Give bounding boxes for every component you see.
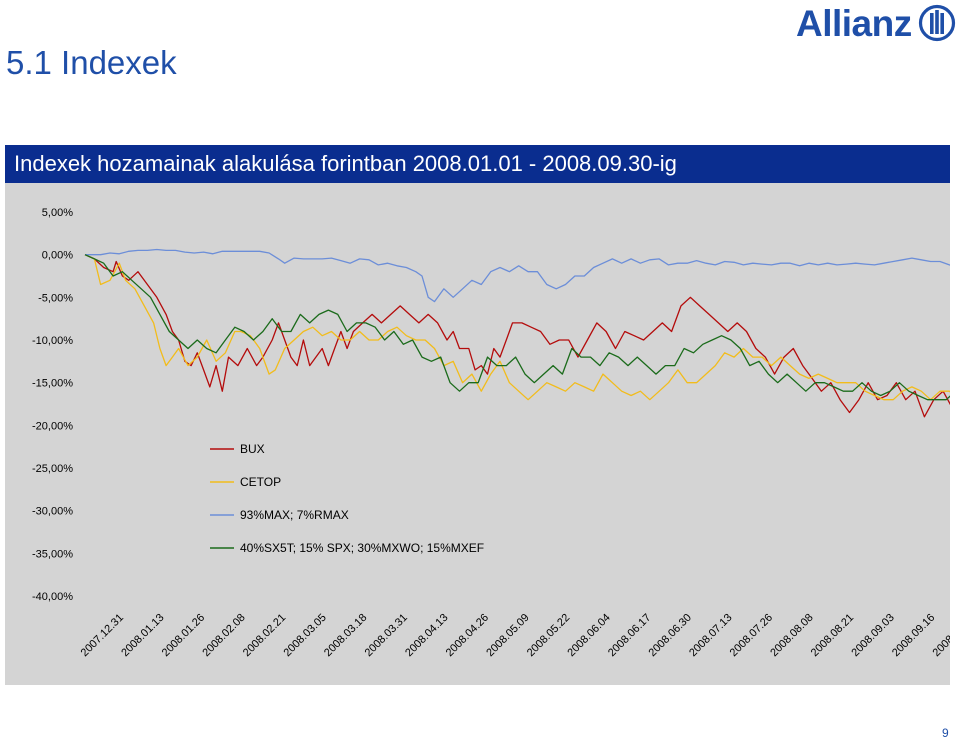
series-line-1 (84, 254, 950, 418)
x-tick-label: 2007.12.31 (79, 612, 126, 659)
x-tick-label: 2008.07.26 (728, 612, 775, 659)
series-line-4 (84, 254, 950, 401)
logo-text: Allianz (796, 3, 912, 44)
x-tick-label: 2008.03.05 (281, 612, 328, 659)
slide-title: 5.1 Indexek (6, 44, 177, 81)
x-tick-label: 2008.06.30 (647, 612, 694, 659)
chart-title-banner: Indexek hozamainak alakulása forintban 2… (5, 145, 950, 183)
legend-label: BUX (240, 442, 265, 456)
x-tick-label: 2008.09.03 (849, 612, 896, 659)
line-chart: 5,00% 0,00% -5,00% -10,00% -15,00% -20,00% -25… (32, 207, 950, 659)
x-tick-label: 2008.05.22 (525, 612, 572, 659)
x-tick-label: 2008.06.17 (606, 612, 653, 659)
chart-area: 5,00% 0,00% -5,00% -10,00% -15,00% -20,00% -25… (5, 183, 950, 685)
x-tick-label: 2008.07.13 (687, 612, 734, 659)
y-tick-label: -5,00% (38, 292, 73, 304)
x-tick-label: 2008.03.18 (322, 612, 369, 659)
chart-title: Indexek hozamainak alakulása forintban 2… (14, 151, 677, 176)
y-tick-label: -30,00% (32, 506, 73, 518)
allianz-eagle-icon (918, 4, 956, 42)
y-tick-label: 5,00% (42, 207, 73, 219)
y-tick-label: -40,00% (32, 591, 73, 603)
legend-label: 40%SX5T; 15% SPX; 30%MXWO; 15%MXEF (240, 541, 484, 555)
y-tick-label: -10,00% (32, 335, 73, 347)
x-tick-label: 2008.01.26 (160, 612, 207, 659)
y-tick-label: -25,00% (32, 463, 73, 475)
series-line-2 (84, 254, 950, 401)
x-tick-label: 2008.04.26 (444, 612, 491, 659)
x-tick-label: 2008.09.16 (890, 612, 937, 659)
x-tick-label: 2008.02.08 (200, 612, 247, 659)
x-tick-label: 2008.01.13 (119, 612, 166, 659)
y-tick-label: 0,00% (42, 250, 73, 262)
x-tick-label: 2008.08.08 (768, 612, 815, 659)
y-tick-label: -35,00% (32, 548, 73, 560)
page-number: 9 (942, 726, 949, 740)
y-tick-label: -20,00% (32, 420, 73, 432)
y-tick-label: -15,00% (32, 378, 73, 390)
allianz-logo: Allianz (796, 2, 960, 46)
x-tick-label: 2008.03.31 (363, 612, 410, 659)
legend-label: CETOP (240, 475, 281, 489)
x-tick-label: 2008.08.21 (809, 612, 856, 659)
x-tick-label: 2008.06.04 (565, 612, 612, 659)
legend-label: 93%MAX; 7%RMAX (240, 508, 349, 522)
x-tick-label: 2008.04.13 (403, 612, 450, 659)
series-line-3 (85, 248, 950, 303)
x-tick-label: 2008.05.09 (484, 612, 531, 659)
x-tick-label: 2008.02.21 (241, 612, 288, 659)
